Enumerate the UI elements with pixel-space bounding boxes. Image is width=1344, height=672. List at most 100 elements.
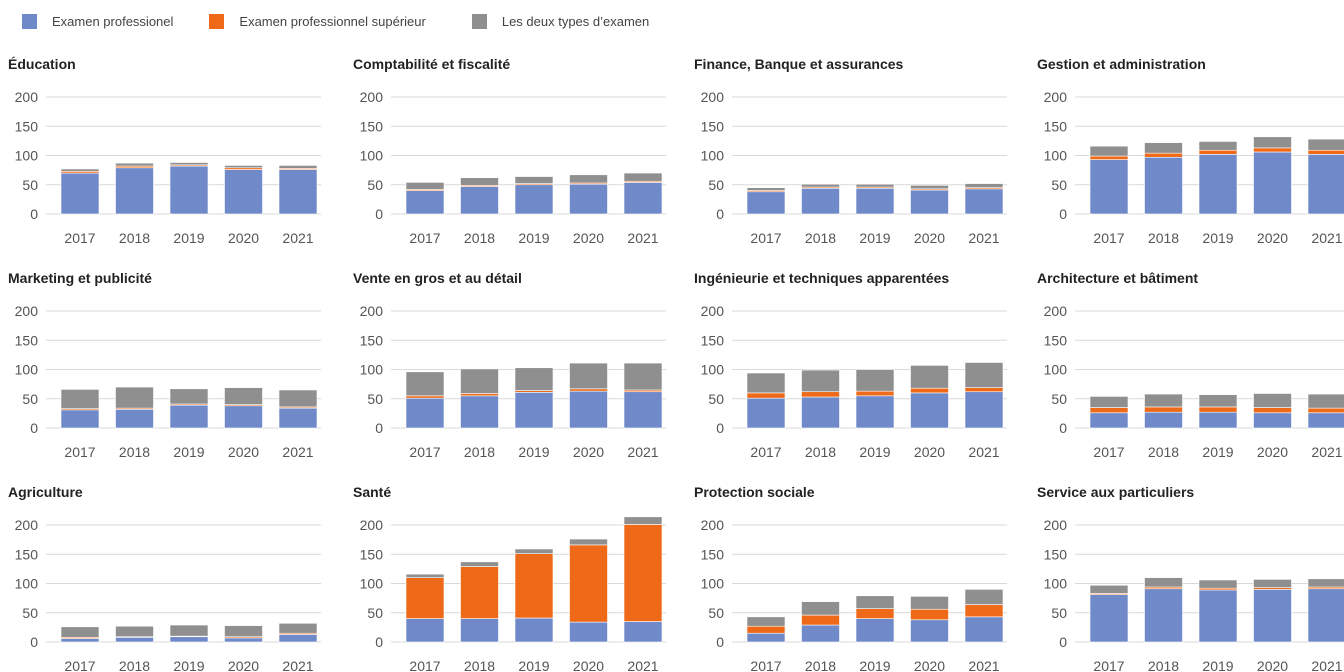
bar-agriculture-2020-les-deux-types bbox=[224, 625, 263, 638]
y-tick-label-vente-en-gros-et-au-detail-0: 0 bbox=[375, 420, 383, 436]
panel-title-agriculture: Agriculture bbox=[8, 484, 83, 500]
bar-vente-en-gros-et-au-detail-2020-examen-professionel bbox=[569, 390, 608, 429]
bar-architecture-et-batiment-2021-les-deux-types bbox=[1307, 393, 1344, 409]
y-tick-label-service-aux-particuliers-100: 100 bbox=[1044, 576, 1068, 592]
x-tick-label-ingenieurie-et-techniques-apparentees-2021: 2021 bbox=[968, 444, 999, 460]
bar-gestion-et-administration-2021-examen-professionel bbox=[1307, 154, 1344, 215]
bar-vente-en-gros-et-au-detail-2021-examen-professionel bbox=[623, 391, 663, 429]
legend-label-examen-professionnel-superieur: Examen professionnel supérieur bbox=[239, 13, 426, 29]
bar-sante-2019-examen-professionnel-superieur bbox=[514, 553, 554, 619]
chart-service-aux-particuliers: 200 150 100 50 0 2017 2018 2019 2020 2021 bbox=[1044, 517, 1344, 672]
x-tick-label-architecture-et-batiment-2021: 2021 bbox=[1311, 444, 1342, 460]
y-tick-label-gestion-et-administration-150: 150 bbox=[1044, 118, 1068, 134]
bar-sante-2021-examen-professionnel-superieur bbox=[623, 524, 663, 622]
bar-gestion-et-administration-2017-les-deux-types bbox=[1089, 145, 1129, 157]
y-tick-label-protection-sociale-0: 0 bbox=[716, 634, 724, 650]
bar-protection-sociale-2018-examen-professionel bbox=[801, 624, 840, 643]
legend-swatch-examen-professionnel-superieur bbox=[209, 13, 225, 29]
bar-vente-en-gros-et-au-detail-2020-les-deux-types bbox=[569, 362, 608, 390]
y-tick-label-education-200: 200 bbox=[15, 89, 39, 105]
x-tick-label-marketing-et-publicite-2021: 2021 bbox=[282, 444, 313, 460]
bar-marketing-et-publicite-2017-examen-professionel bbox=[60, 409, 100, 429]
bar-gestion-et-administration-2020-examen-professionel bbox=[1253, 151, 1292, 215]
bar-gestion-et-administration-2019-les-deux-types bbox=[1198, 141, 1238, 151]
bar-marketing-et-publicite-2020-examen-professionel bbox=[224, 405, 263, 429]
bar-protection-sociale-2017-examen-professionel bbox=[746, 632, 786, 643]
bar-architecture-et-batiment-2018-examen-professionnel-superieur bbox=[1144, 406, 1183, 413]
bar-marketing-et-publicite-2018-les-deux-types bbox=[115, 386, 154, 409]
bar-finance-banque-et-assurances-2020-examen-professionel bbox=[910, 189, 949, 215]
bar-service-aux-particuliers-2017-les-deux-types bbox=[1089, 584, 1129, 594]
chart-marketing-et-publicite: 200 150 100 50 0 2017 2018 2019 2020 2021 bbox=[15, 303, 321, 460]
bar-sante-2020-examen-professionel bbox=[569, 621, 608, 643]
x-tick-label-education-2018: 2018 bbox=[119, 230, 150, 246]
panel-title-gestion-et-administration: Gestion et administration bbox=[1037, 56, 1206, 72]
x-tick-label-protection-sociale-2019: 2019 bbox=[859, 658, 890, 672]
bar-protection-sociale-2018-les-deux-types bbox=[801, 601, 840, 616]
y-tick-label-ingenieurie-et-techniques-apparentees-50: 50 bbox=[708, 391, 724, 407]
bar-gestion-et-administration-2019-examen-professionnel-superieur bbox=[1198, 149, 1238, 155]
bar-comptabilite-et-fiscalite-2021-les-deux-types bbox=[623, 172, 663, 182]
bar-comptabilite-et-fiscalite-2021-examen-professionel bbox=[623, 182, 663, 215]
x-tick-label-finance-banque-et-assurances-2017: 2017 bbox=[750, 230, 781, 246]
y-tick-label-protection-sociale-200: 200 bbox=[701, 517, 725, 533]
x-tick-label-vente-en-gros-et-au-detail-2021: 2021 bbox=[627, 444, 658, 460]
bar-education-2020-examen-professionel bbox=[224, 169, 263, 215]
y-tick-label-education-0: 0 bbox=[30, 206, 38, 222]
bar-service-aux-particuliers-2017-examen-professionel bbox=[1089, 594, 1129, 643]
x-tick-label-finance-banque-et-assurances-2019: 2019 bbox=[859, 230, 890, 246]
chart-legend: Examen professionel Examen professionnel… bbox=[22, 11, 681, 31]
y-tick-label-service-aux-particuliers-0: 0 bbox=[1059, 634, 1067, 650]
bar-sante-2021-les-deux-types bbox=[623, 516, 663, 525]
bar-ingenieurie-et-techniques-apparentees-2020-examen-professionel bbox=[910, 392, 949, 429]
bar-service-aux-particuliers-2018-examen-professionel bbox=[1144, 588, 1183, 643]
bar-architecture-et-batiment-2019-examen-professionel bbox=[1198, 411, 1238, 429]
x-tick-label-agriculture-2021: 2021 bbox=[282, 658, 313, 672]
bar-gestion-et-administration-2018-examen-professionnel-superieur bbox=[1144, 152, 1183, 158]
x-tick-label-vente-en-gros-et-au-detail-2020: 2020 bbox=[573, 444, 604, 460]
legend-swatch-les-deux-types bbox=[471, 13, 487, 29]
y-tick-label-ingenieurie-et-techniques-apparentees-0: 0 bbox=[716, 420, 724, 436]
x-tick-label-gestion-et-administration-2018: 2018 bbox=[1148, 230, 1179, 246]
bar-ingenieurie-et-techniques-apparentees-2018-les-deux-types bbox=[801, 369, 840, 393]
bar-protection-sociale-2021-examen-professionnel-superieur bbox=[964, 604, 1004, 618]
x-tick-label-finance-banque-et-assurances-2021: 2021 bbox=[968, 230, 999, 246]
bar-vente-en-gros-et-au-detail-2017-les-deux-types bbox=[405, 371, 445, 397]
x-tick-label-sante-2019: 2019 bbox=[518, 658, 549, 672]
x-tick-label-marketing-et-publicite-2020: 2020 bbox=[228, 444, 259, 460]
bar-sante-2019-examen-professionel bbox=[514, 617, 554, 643]
bar-gestion-et-administration-2017-examen-professionnel-superieur bbox=[1089, 155, 1129, 160]
bar-architecture-et-batiment-2018-les-deux-types bbox=[1144, 393, 1183, 408]
x-tick-label-marketing-et-publicite-2018: 2018 bbox=[119, 444, 150, 460]
bar-ingenieurie-et-techniques-apparentees-2019-examen-professionel bbox=[855, 395, 895, 429]
y-tick-label-education-150: 150 bbox=[15, 118, 39, 134]
bar-vente-en-gros-et-au-detail-2017-examen-professionel bbox=[405, 397, 445, 429]
x-tick-label-protection-sociale-2017: 2017 bbox=[750, 658, 781, 672]
x-tick-label-protection-sociale-2018: 2018 bbox=[805, 658, 836, 672]
panel-title-education: Éducation bbox=[8, 56, 76, 72]
x-tick-label-protection-sociale-2020: 2020 bbox=[914, 658, 945, 672]
y-tick-label-gestion-et-administration-100: 100 bbox=[1044, 148, 1068, 164]
y-tick-label-finance-banque-et-assurances-100: 100 bbox=[701, 148, 725, 164]
bar-vente-en-gros-et-au-detail-2019-les-deux-types bbox=[514, 367, 554, 391]
bar-vente-en-gros-et-au-detail-2018-examen-professionnel-superieur bbox=[460, 393, 499, 397]
x-tick-label-sante-2021: 2021 bbox=[627, 658, 658, 672]
bar-protection-sociale-2018-examen-professionnel-superieur bbox=[801, 614, 840, 626]
x-tick-label-agriculture-2020: 2020 bbox=[228, 658, 259, 672]
bar-comptabilite-et-fiscalite-2018-les-deux-types bbox=[460, 177, 499, 186]
x-tick-label-gestion-et-administration-2019: 2019 bbox=[1202, 230, 1233, 246]
bar-sante-2020-les-deux-types bbox=[569, 538, 608, 546]
y-tick-label-marketing-et-publicite-100: 100 bbox=[15, 362, 39, 378]
y-tick-label-agriculture-200: 200 bbox=[15, 517, 39, 533]
x-tick-label-service-aux-particuliers-2021: 2021 bbox=[1311, 658, 1342, 672]
y-tick-label-architecture-et-batiment-50: 50 bbox=[1051, 391, 1067, 407]
y-tick-label-sante-150: 150 bbox=[360, 546, 384, 562]
x-tick-label-education-2019: 2019 bbox=[173, 230, 204, 246]
x-tick-label-sante-2018: 2018 bbox=[464, 658, 495, 672]
bar-comptabilite-et-fiscalite-2017-les-deux-types bbox=[405, 182, 445, 190]
x-tick-label-comptabilite-et-fiscalite-2019: 2019 bbox=[518, 230, 549, 246]
x-tick-label-vente-en-gros-et-au-detail-2017: 2017 bbox=[409, 444, 440, 460]
x-tick-label-agriculture-2017: 2017 bbox=[64, 658, 95, 672]
bar-architecture-et-batiment-2021-examen-professionel bbox=[1307, 412, 1344, 429]
panel-title-vente-en-gros-et-au-detail: Vente en gros et au détail bbox=[353, 270, 522, 286]
